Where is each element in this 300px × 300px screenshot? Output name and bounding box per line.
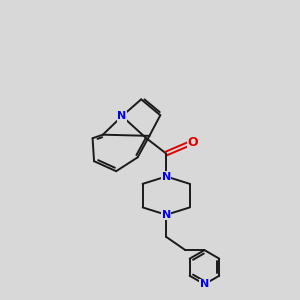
Text: N: N [117,111,127,121]
Text: N: N [162,172,171,182]
Text: N: N [162,210,171,220]
Text: N: N [200,279,209,289]
Text: O: O [188,136,198,149]
